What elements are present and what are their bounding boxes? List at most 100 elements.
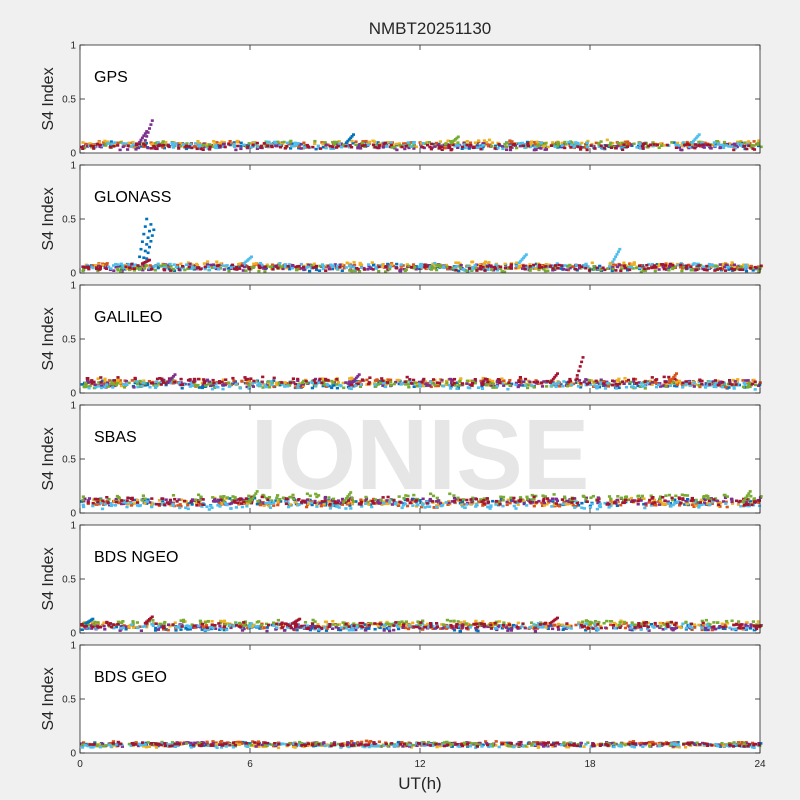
data-point [297, 498, 301, 501]
data-point [410, 382, 414, 385]
data-point [693, 138, 697, 141]
data-point [264, 501, 268, 505]
data-point [574, 141, 578, 144]
data-point [381, 263, 385, 266]
data-point [502, 625, 506, 629]
data-point [92, 380, 96, 384]
data-point [741, 500, 745, 504]
data-point [162, 264, 166, 267]
data-point [314, 265, 318, 269]
data-point [339, 142, 344, 146]
data-point [700, 503, 704, 506]
data-point [216, 504, 220, 507]
data-point [177, 268, 181, 271]
data-point [752, 498, 756, 501]
data-point [627, 142, 631, 145]
data-point [405, 263, 409, 266]
data-point [652, 143, 656, 146]
data-point [433, 627, 437, 630]
data-point [494, 386, 498, 389]
data-point [703, 268, 707, 272]
data-point [195, 624, 199, 627]
data-point [514, 507, 518, 510]
data-point [466, 626, 470, 629]
data-point [716, 142, 720, 145]
data-point [621, 148, 625, 151]
data-point [264, 385, 268, 389]
data-point [513, 144, 517, 147]
data-point [630, 143, 634, 146]
data-point [588, 506, 593, 509]
data-point [495, 499, 499, 503]
data-point [274, 144, 278, 147]
data-point [476, 386, 481, 389]
data-point [745, 266, 749, 269]
data-point [303, 268, 307, 271]
data-point [297, 503, 301, 506]
data-point [546, 497, 550, 500]
data-point [213, 266, 217, 269]
data-point [477, 267, 481, 270]
data-point [86, 499, 90, 502]
data-point [680, 493, 684, 497]
data-point [749, 494, 753, 498]
data-point [542, 504, 547, 507]
data-point [591, 494, 595, 498]
data-point [688, 384, 692, 387]
data-point [675, 379, 679, 382]
data-point [348, 264, 352, 268]
data-point [288, 267, 292, 271]
data-point [626, 498, 630, 502]
data-point [717, 503, 721, 507]
data-point [96, 269, 100, 273]
data-point [201, 501, 205, 505]
data-point [520, 141, 525, 145]
data-point [628, 382, 632, 385]
data-point [474, 505, 478, 508]
data-point [140, 240, 144, 243]
data-point [570, 383, 574, 387]
data-point [116, 263, 120, 266]
data-point [404, 142, 408, 145]
data-point [707, 262, 711, 266]
data-point [214, 267, 218, 271]
data-point [692, 262, 696, 265]
data-point [276, 266, 280, 270]
data-point [456, 496, 460, 500]
data-point [418, 141, 422, 144]
data-point [346, 495, 350, 498]
data-point [298, 384, 302, 387]
data-point [468, 141, 473, 145]
data-point [651, 141, 655, 145]
data-point [423, 506, 427, 509]
data-point [514, 262, 518, 266]
data-point [270, 263, 275, 267]
data-point [286, 384, 290, 388]
data-point [673, 498, 677, 502]
data-point [99, 498, 103, 501]
data-point [484, 383, 488, 387]
data-point [599, 140, 603, 143]
data-point [236, 501, 240, 504]
data-point [402, 497, 406, 500]
data-point [217, 381, 221, 385]
data-point [221, 264, 225, 268]
data-point [164, 266, 168, 269]
data-point [724, 502, 728, 505]
data-point [364, 495, 368, 499]
data-point [217, 268, 221, 271]
data-point [385, 626, 390, 630]
data-point [164, 498, 168, 501]
data-point [206, 145, 210, 148]
data-point [232, 145, 237, 149]
data-point [155, 380, 159, 384]
data-point [384, 265, 388, 269]
data-point [707, 381, 711, 384]
data-point [99, 376, 103, 379]
data-point [92, 147, 96, 150]
data-point [430, 146, 434, 149]
data-point [362, 268, 367, 271]
data-point [397, 378, 401, 382]
data-point [310, 503, 314, 507]
data-point [631, 267, 635, 270]
